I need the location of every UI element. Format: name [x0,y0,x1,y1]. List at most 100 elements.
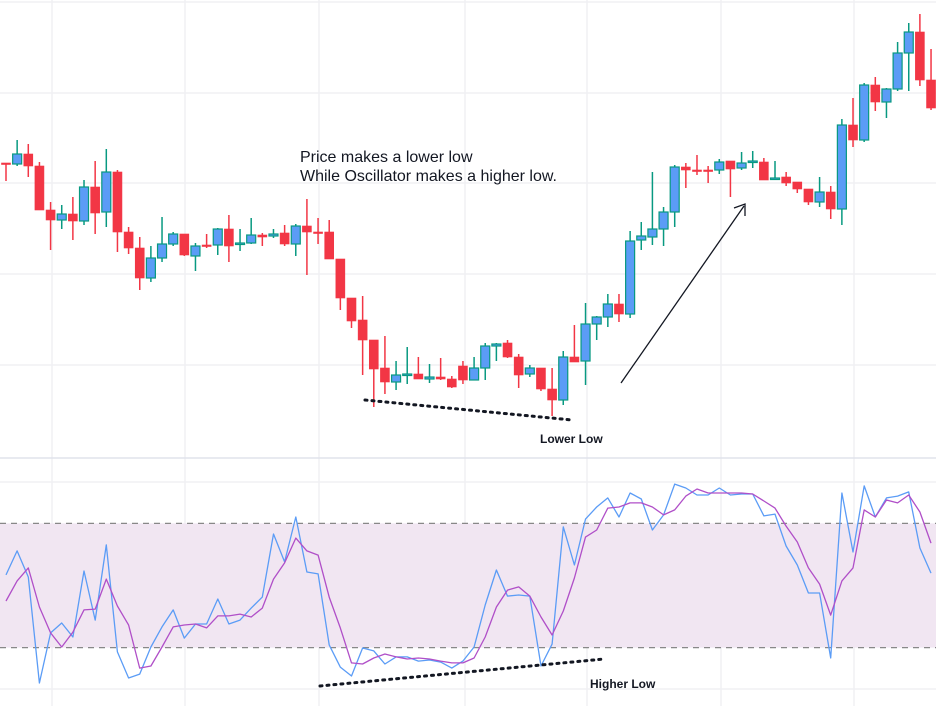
candle [870,77,881,111]
trend-arrow-line [620,205,745,384]
candle [45,202,56,250]
candle [1,162,11,181]
candle [647,172,658,245]
candle [156,217,168,262]
candle-body [12,153,23,165]
candle [636,222,647,250]
candle [346,297,357,328]
candle-body [769,177,781,181]
candle-body [647,228,658,238]
candle [335,258,346,310]
candle [480,343,491,380]
candle [703,166,713,183]
candle-body [681,166,691,171]
candle [558,351,569,405]
candle-body [390,374,402,383]
candle [413,357,424,380]
candle-body [34,165,45,211]
candle [112,170,123,252]
candle [90,161,100,234]
candle [402,347,413,384]
candle [714,159,725,174]
candle [692,155,702,175]
candle-body [201,244,212,247]
candle [313,218,323,244]
candle-body [302,225,312,233]
candle [56,205,67,229]
candle-body [903,31,914,54]
price-lower-low-dotted-line [363,398,574,422]
candle-body [836,124,847,210]
candle [926,49,936,110]
candle [814,177,825,207]
candle [669,165,680,227]
candle-body [513,356,524,376]
candle [435,358,446,380]
candle-body [156,243,168,259]
candle-body [915,31,925,81]
candle-body [792,181,803,190]
candle [725,160,736,197]
candle [234,229,246,251]
candle-body [892,52,903,90]
candle-body [736,162,747,169]
candle [781,172,791,186]
annotation-line-1: Price makes a lower low [300,149,473,166]
candle [614,294,624,322]
candle-body [212,228,223,246]
candle-body [257,234,268,238]
candle [792,181,803,193]
candle-body [614,303,624,315]
candle [569,325,580,363]
candle-body [759,161,769,181]
candle-body [78,186,90,222]
candle [502,340,513,358]
candle-body [324,231,335,260]
candle-body [803,188,814,203]
candle-body [380,367,390,383]
candle [246,218,257,244]
oscillator-fast-line [5,483,932,684]
candle [78,180,90,225]
candle-body [524,367,535,375]
candle-body [112,171,123,233]
oscillator-band-fill [0,523,936,648]
candle [23,144,34,177]
candle [915,14,925,86]
candle-body [268,233,279,237]
candle [468,357,480,381]
candle [536,367,546,391]
candle-body [692,169,702,172]
candle [681,163,691,188]
candle-body [446,378,457,388]
candle-body [368,339,379,370]
higher-low-label: Higher Low [590,677,656,691]
candle [12,140,23,166]
candle-body [580,323,591,362]
candle-body [636,235,647,241]
candle [302,199,312,275]
candle-body [145,257,156,279]
candle [380,336,390,394]
candle-body [781,176,791,184]
candle [368,339,379,407]
candle [491,343,502,361]
candle [881,88,892,118]
candle-body [848,124,858,141]
candle [458,361,468,384]
candle-body [290,225,301,245]
candle-body [870,84,881,103]
candle-body [424,376,435,380]
candle [892,42,903,91]
candle [580,303,591,385]
candle-body [68,213,78,222]
candle-body [703,169,713,172]
candle-body [458,365,468,381]
candle [168,232,179,246]
candle [747,151,758,168]
candle [446,376,457,388]
candle [68,197,78,240]
candle [547,368,557,416]
candle-body [313,231,323,234]
